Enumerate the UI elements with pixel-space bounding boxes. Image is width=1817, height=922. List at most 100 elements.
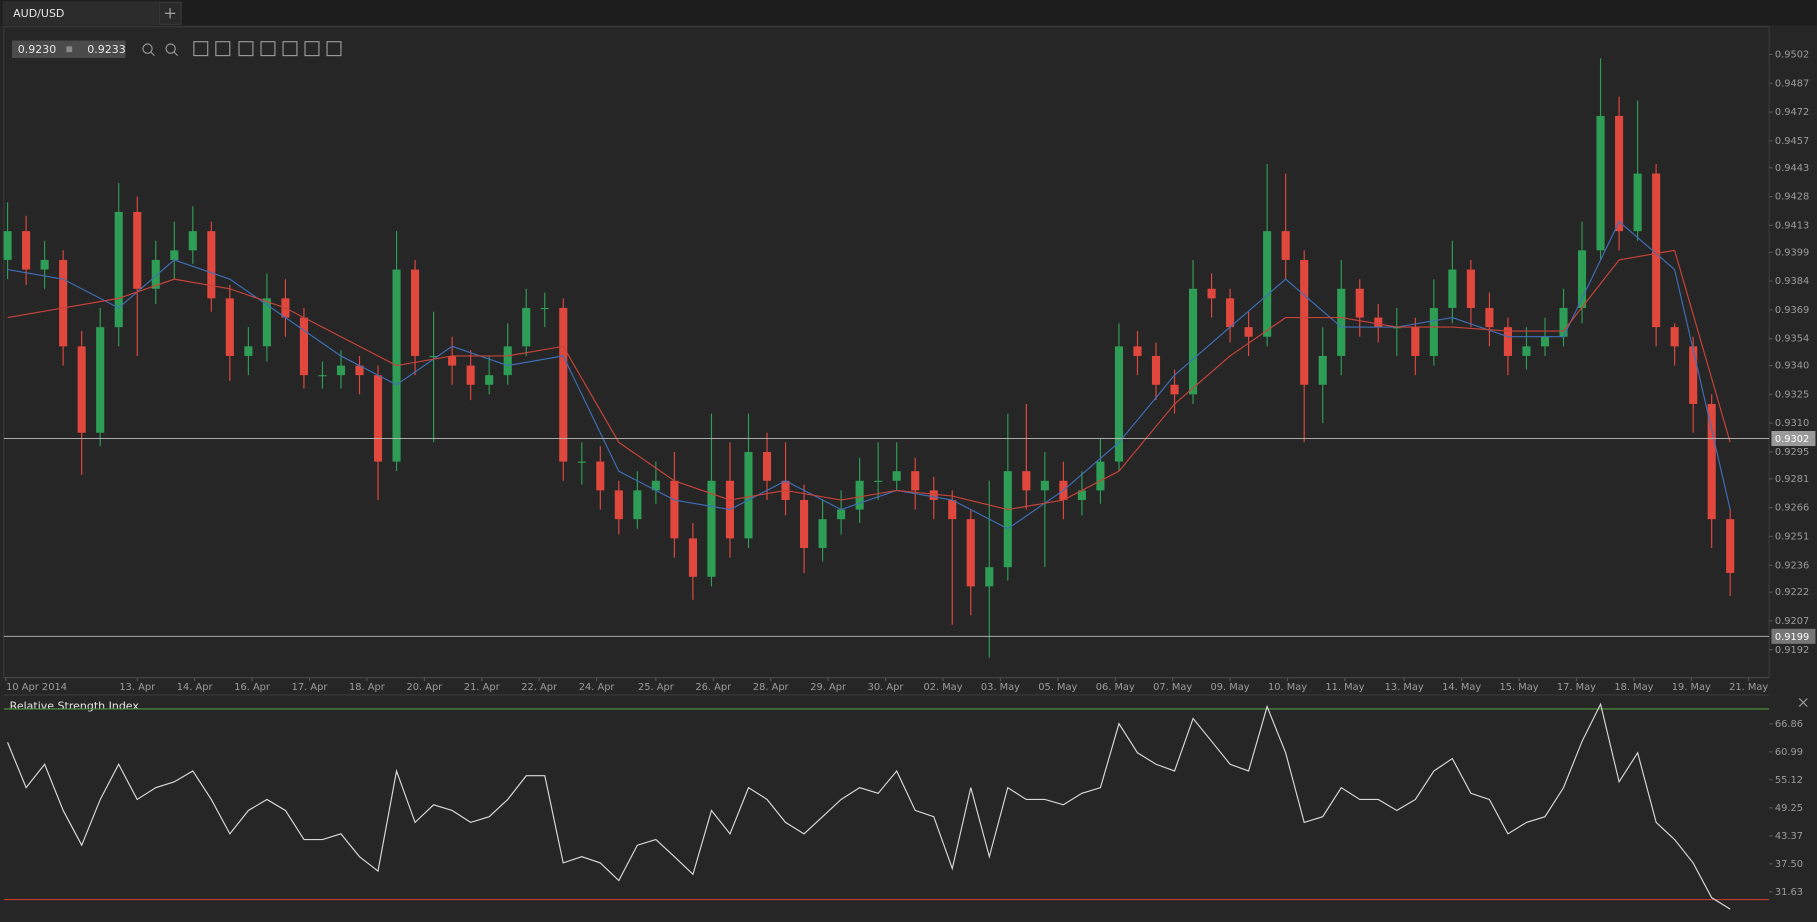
candle-body [1374, 317, 1383, 328]
tab-title: AUD/USD [13, 7, 64, 20]
y-tick-label: 0.9399 [1775, 247, 1809, 258]
x-tick-label: 18. Apr [349, 682, 386, 693]
new-tab-button[interactable] [158, 1, 182, 25]
candle-body [188, 231, 197, 251]
x-tick-label: 10. May [1268, 682, 1307, 693]
candle-body [1429, 307, 1438, 356]
chart-type-button[interactable] [215, 41, 231, 57]
candle-body [59, 259, 68, 347]
candle-body [911, 471, 920, 491]
candle-body [1707, 403, 1716, 520]
y-tick-label: 0.9384 [1775, 276, 1809, 287]
candle-body [614, 490, 623, 520]
y-tick-label: 31.63 [1775, 887, 1803, 898]
bid-price: 0.9230 [18, 43, 57, 56]
candle-body [985, 567, 994, 587]
y-tick-label: 37.50 [1775, 859, 1803, 870]
candle-body [151, 259, 160, 289]
indicator-title: Relative Strength Index [10, 700, 140, 713]
x-tick-label: 13. Apr [119, 682, 156, 693]
x-tick-label: 17. Apr [292, 682, 329, 693]
y-tick-label: 60.99 [1775, 747, 1803, 758]
candle-body [540, 307, 549, 310]
candle-body [874, 480, 883, 482]
draw-button[interactable] [304, 41, 320, 57]
candle-body [1077, 490, 1086, 500]
toolbar [142, 41, 342, 57]
y-tick-label: 0.9502 [1775, 49, 1809, 60]
candle-body [1263, 231, 1272, 337]
candle-body [837, 509, 846, 520]
candle-body [1392, 327, 1401, 329]
candle-body [744, 451, 753, 539]
y-tick-label: 0.9192 [1775, 645, 1809, 656]
y-tick-label: 0.9251 [1775, 531, 1809, 542]
candle-body [448, 355, 457, 366]
x-tick-label: 09. May [1211, 682, 1250, 693]
close-indicator[interactable] [1798, 698, 1808, 707]
candle-body [1114, 346, 1124, 462]
x-tick-label: 18. May [1614, 682, 1653, 693]
y-tick-label: 49.25 [1775, 803, 1803, 814]
candle-body [1466, 269, 1475, 308]
candle-body [651, 480, 660, 491]
objects-button[interactable] [260, 41, 276, 57]
price-level-box [1771, 431, 1816, 447]
candle-body [1596, 115, 1605, 251]
y-tick-label: 0.9428 [1775, 192, 1809, 203]
candle-body [929, 490, 938, 500]
candle-body [1633, 173, 1642, 232]
y-tick-label: 0.9369 [1775, 305, 1809, 316]
candle-body [1300, 259, 1309, 385]
candle-body [1207, 288, 1216, 299]
candle-body [22, 231, 31, 270]
indicator-line [7, 702, 1731, 910]
zoom-out[interactable] [165, 43, 179, 57]
tab[interactable] [2, 1, 158, 26]
candle-body [77, 346, 86, 433]
y-tick-label: 0.9222 [1775, 587, 1809, 598]
moving-average [7, 249, 1731, 511]
candle-body [373, 375, 383, 462]
candle-body [1670, 327, 1679, 347]
candle-body [1022, 471, 1031, 491]
candle-body [559, 307, 568, 462]
template-button[interactable] [282, 41, 298, 57]
candle-body [762, 451, 772, 481]
price-level-box [1771, 628, 1816, 644]
candle-body [466, 365, 475, 385]
y-tick-label: 0.9443 [1775, 163, 1809, 174]
x-tick-label: 21. May [1729, 682, 1768, 693]
candle-body [1170, 384, 1179, 395]
settings-button[interactable] [326, 41, 342, 57]
zoom-in[interactable] [142, 43, 155, 57]
x-tick-label: 17. May [1557, 682, 1596, 693]
y-tick-label: 0.9295 [1775, 447, 1809, 458]
candle-body [1188, 288, 1198, 395]
candle-body [1577, 250, 1587, 308]
y-tick-label: 0.9236 [1775, 560, 1809, 571]
y-tick-label: 0.9310 [1775, 418, 1809, 429]
candle-body [1151, 355, 1161, 385]
candle-body [1096, 461, 1105, 491]
y-tick-label: 0.9413 [1775, 220, 1809, 231]
candle-body [1133, 346, 1142, 356]
x-tick-label: 02. May [923, 682, 962, 693]
x-tick-label: 06. May [1096, 682, 1135, 693]
candle-body [1040, 480, 1049, 491]
y-tick-label: 0.9207 [1775, 616, 1809, 627]
candle-body [1281, 231, 1290, 260]
x-tick-label: 25. Apr [638, 682, 675, 693]
x-tick-label: 19. May [1672, 682, 1711, 693]
candle-body [577, 461, 586, 463]
period-button[interactable] [193, 41, 209, 57]
x-tick-label: 14. Apr [177, 682, 214, 693]
candle-body [225, 298, 234, 356]
x-tick-label: 10 Apr 2014 [6, 682, 67, 693]
indicators-button[interactable] [238, 41, 254, 57]
tab-bar [0, 0, 1817, 26]
candle-body [355, 365, 364, 376]
candle-body [1689, 346, 1698, 404]
